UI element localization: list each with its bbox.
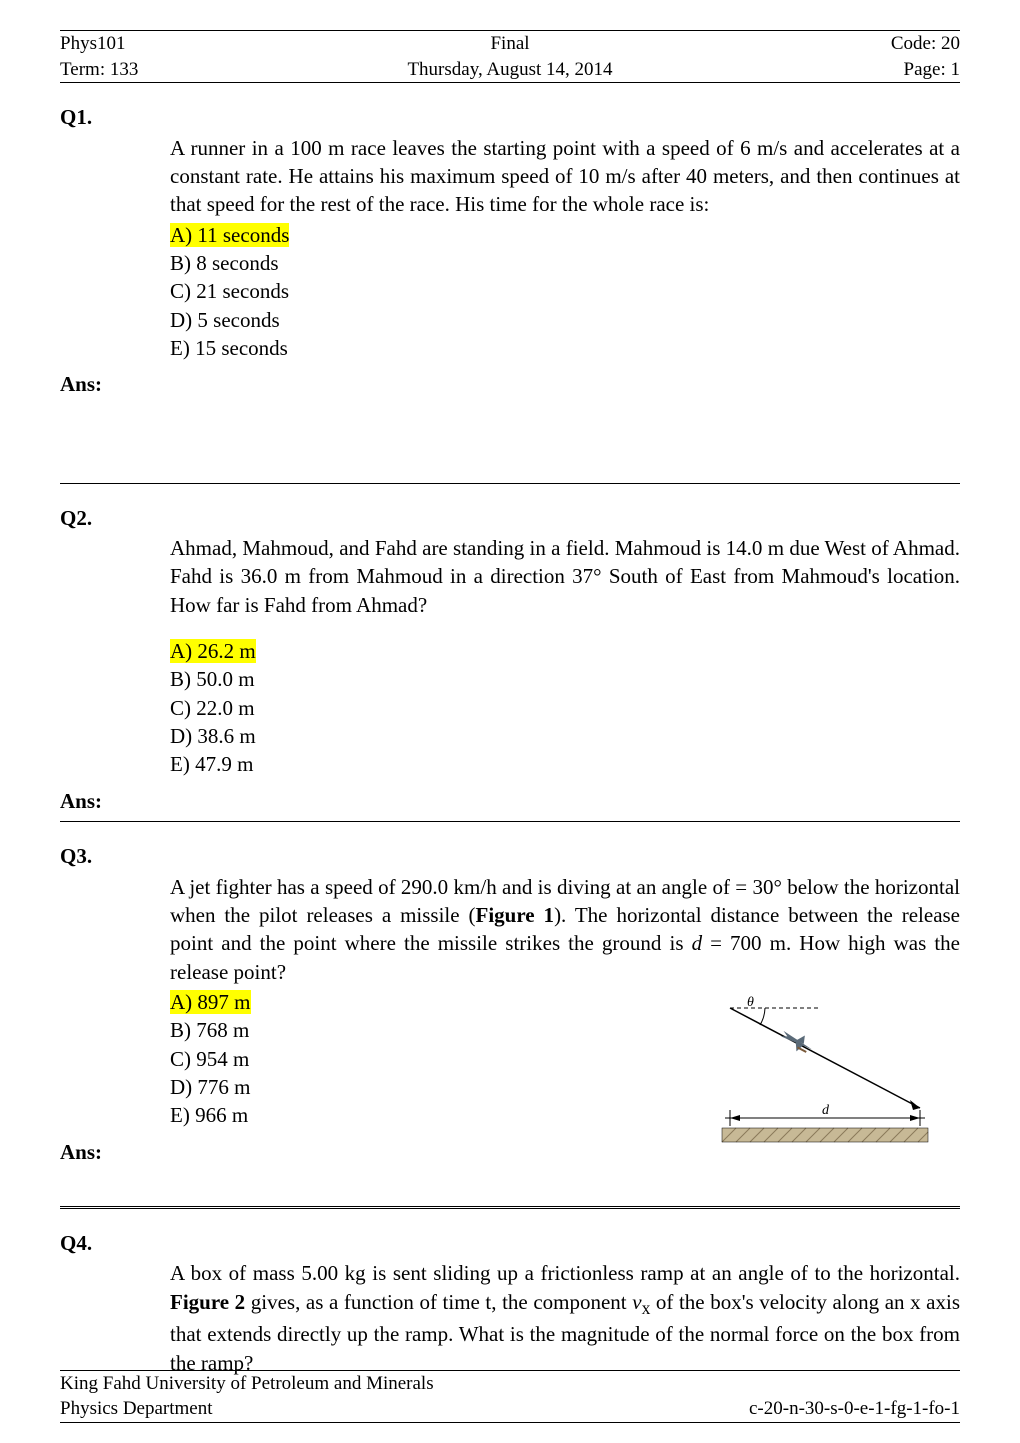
page: Phys101 Final Code: 20 Term: 133 Thursda… bbox=[0, 0, 1020, 1443]
q2-opt-a: A) 26.2 m bbox=[170, 637, 960, 665]
separator-3 bbox=[60, 1206, 960, 1209]
footer-table: King Fahd University of Petroleum and Mi… bbox=[60, 1370, 960, 1423]
q4-label: Q4. bbox=[60, 1229, 960, 1257]
separator-2 bbox=[60, 821, 960, 822]
q1-body: A runner in a 100 m race leaves the star… bbox=[170, 134, 960, 219]
ftr-right-2: c-20-n-30-s-0-e-1-fg-1-fo-1 bbox=[635, 1396, 960, 1422]
figure-1-theta: θ bbox=[747, 995, 754, 1010]
hdr-left-2: Term: 133 bbox=[60, 57, 285, 83]
q2-body: Ahmad, Mahmoud, and Fahd are standing in… bbox=[170, 534, 960, 619]
hdr-center-1: Final bbox=[285, 31, 735, 57]
q2-opt-d: D) 38.6 m bbox=[170, 722, 960, 750]
q1-options: A) 11 seconds B) 8 seconds C) 21 seconds… bbox=[170, 221, 960, 363]
hdr-right-1: Code: 20 bbox=[735, 31, 960, 57]
figure-1-d: d bbox=[822, 1103, 830, 1118]
q1-opt-b: B) 8 seconds bbox=[170, 249, 960, 277]
q1-ans: Ans: bbox=[60, 370, 960, 398]
separator-1 bbox=[60, 483, 960, 484]
q1-opt-e: E) 15 seconds bbox=[170, 334, 960, 362]
ftr-left-2: Physics Department bbox=[60, 1396, 635, 1422]
q2-options: A) 26.2 m B) 50.0 m C) 22.0 m D) 38.6 m … bbox=[170, 637, 960, 779]
q2-ans: Ans: bbox=[60, 787, 960, 815]
q1-opt-c: C) 21 seconds bbox=[170, 277, 960, 305]
hdr-center-2: Thursday, August 14, 2014 bbox=[285, 57, 735, 83]
ftr-left-1: King Fahd University of Petroleum and Mi… bbox=[60, 1370, 635, 1396]
q1-opt-d: D) 5 seconds bbox=[170, 306, 960, 334]
q1-opt-a: A) 11 seconds bbox=[170, 221, 960, 249]
plane-icon bbox=[778, 1026, 816, 1058]
hdr-left-1: Phys101 bbox=[60, 31, 285, 57]
q2-opt-e: E) 47.9 m bbox=[170, 750, 960, 778]
q4-body: A box of mass 5.00 kg is sent sliding up… bbox=[170, 1259, 960, 1377]
q2-label: Q2. bbox=[60, 504, 960, 532]
hdr-right-2: Page: 1 bbox=[735, 57, 960, 83]
q3-body: A jet fighter has a speed of 290.0 km/h … bbox=[170, 873, 960, 986]
q2-opt-b: B) 50.0 m bbox=[170, 665, 960, 693]
q1-label: Q1. bbox=[60, 103, 960, 131]
q3-label: Q3. bbox=[60, 842, 960, 870]
header-table: Phys101 Final Code: 20 Term: 133 Thursda… bbox=[60, 30, 960, 83]
figure-1: θ d bbox=[710, 990, 940, 1150]
q2-opt-c: C) 22.0 m bbox=[170, 694, 960, 722]
